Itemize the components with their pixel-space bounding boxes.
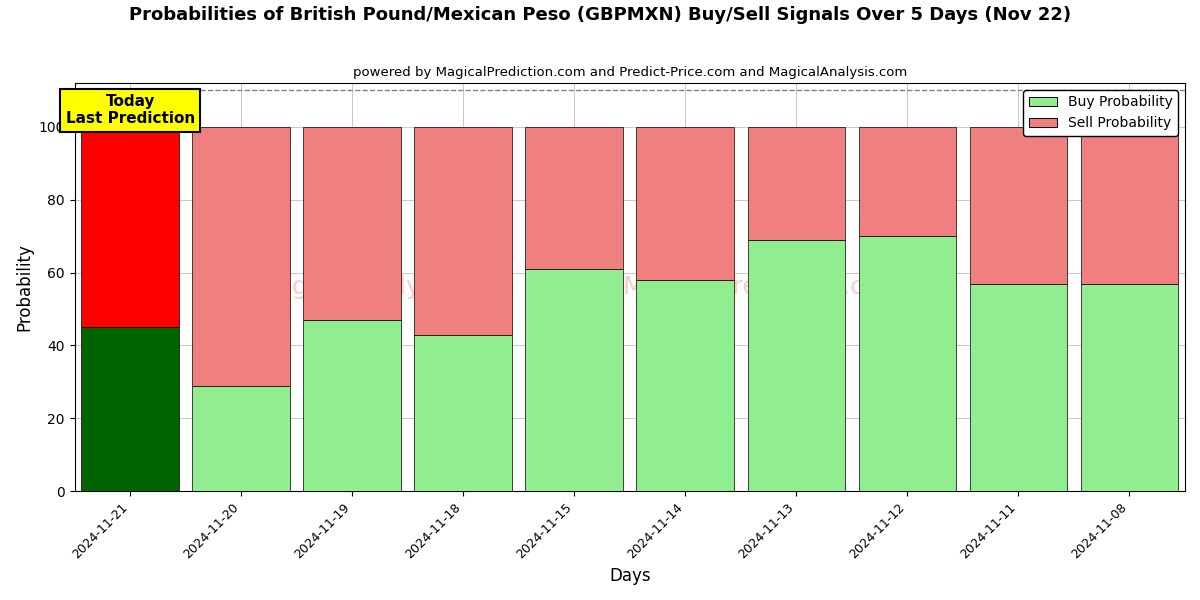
Bar [1081, 127, 1178, 284]
Bar [526, 269, 623, 491]
Bar [970, 284, 1067, 491]
Bar [82, 327, 179, 491]
Bar [82, 127, 179, 327]
Bar [304, 127, 401, 320]
Bar [192, 127, 290, 386]
Bar [636, 280, 734, 491]
Bar [192, 386, 290, 491]
Y-axis label: Probability: Probability [16, 243, 34, 331]
Bar [858, 236, 956, 491]
Bar [414, 335, 512, 491]
Text: Probabilities of British Pound/Mexican Peso (GBPMXN) Buy/Sell Signals Over 5 Day: Probabilities of British Pound/Mexican P… [128, 6, 1072, 24]
X-axis label: Days: Days [610, 567, 650, 585]
Legend: Buy Probability, Sell Probability: Buy Probability, Sell Probability [1024, 90, 1178, 136]
Bar [526, 127, 623, 269]
Text: MagicalAnalysis.com: MagicalAnalysis.com [256, 275, 516, 299]
Bar [636, 127, 734, 280]
Text: MagicalPrediction.com: MagicalPrediction.com [623, 275, 904, 299]
Bar [970, 127, 1067, 284]
Bar [748, 127, 845, 240]
Bar [748, 240, 845, 491]
Bar [858, 127, 956, 236]
Bar [304, 320, 401, 491]
Title: powered by MagicalPrediction.com and Predict-Price.com and MagicalAnalysis.com: powered by MagicalPrediction.com and Pre… [353, 66, 907, 79]
Bar [1081, 284, 1178, 491]
Bar [414, 127, 512, 335]
Text: Today
Last Prediction: Today Last Prediction [66, 94, 194, 126]
